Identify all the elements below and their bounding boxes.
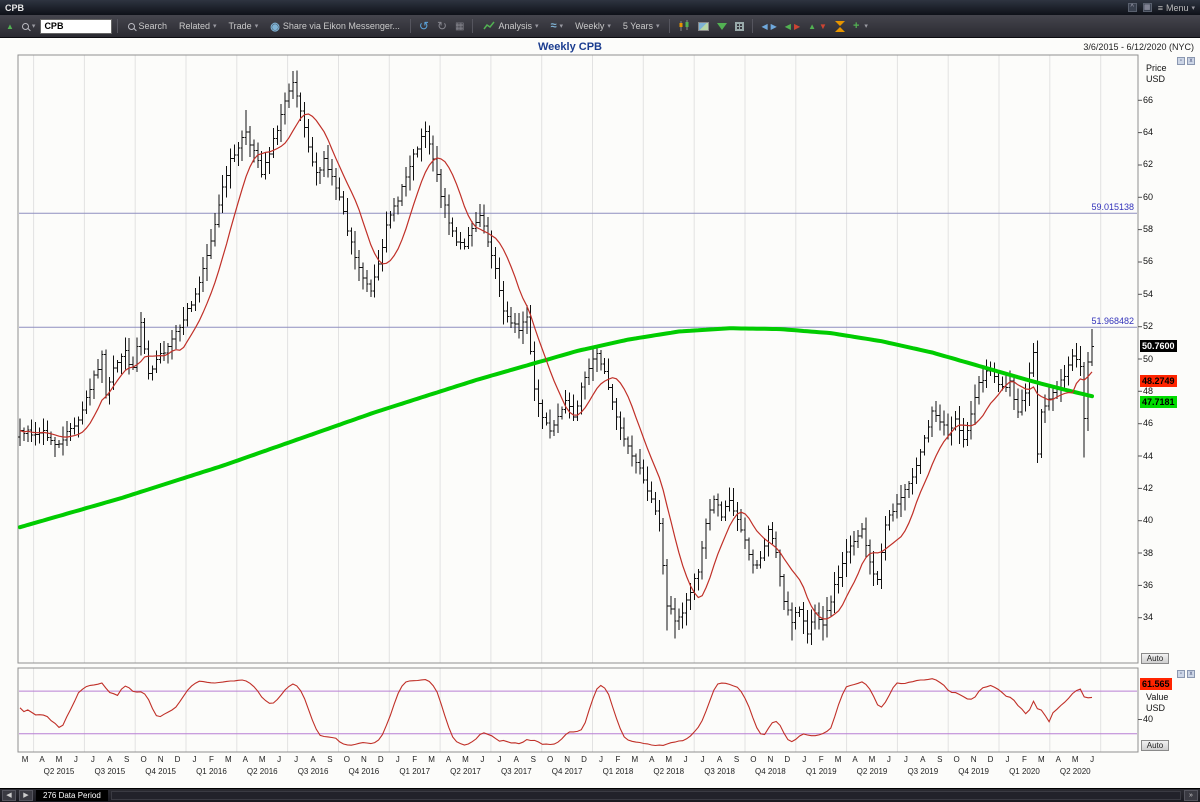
divider xyxy=(117,19,119,33)
price-axis-unit: USD xyxy=(1146,74,1166,84)
indicator-axis-auto-button[interactable]: Auto xyxy=(1141,740,1169,751)
search-scope-button[interactable]: ▾ xyxy=(19,17,39,35)
search-icon xyxy=(128,22,136,30)
ma-long-value-flag: 47.7181 xyxy=(1140,395,1177,408)
window-title: CPB xyxy=(5,2,25,13)
last-price-flag: 50.7600 xyxy=(1140,340,1177,353)
chevron-down-icon: ▾ xyxy=(534,23,539,30)
pan-left-right-button[interactable]: ◀ ▶ xyxy=(758,17,779,35)
related-button[interactable]: Related ▾ xyxy=(178,21,217,31)
crosshair-icon: + xyxy=(852,20,860,32)
main-toolbar: ▲ ▾ Search Related ▾ Trade ▾ ◉ Share via… xyxy=(0,15,1200,38)
scroll-left-button[interactable]: ◀ xyxy=(2,790,16,801)
green-left-arrow-icon: ◀ xyxy=(784,21,791,31)
updown-button[interactable]: ▲ ▼ xyxy=(805,17,830,35)
wave-icon: ≈ xyxy=(550,20,557,32)
price-axis-label: Price xyxy=(1146,63,1167,73)
price-axis-auto-button[interactable]: Auto xyxy=(1141,653,1169,664)
chevron-down-icon: ▾ xyxy=(31,23,36,30)
ma-short-value-flag: 48.2749 xyxy=(1140,374,1177,387)
main-pane-close-icon[interactable]: x xyxy=(1187,57,1195,65)
undo-icon[interactable]: ↺ xyxy=(418,19,429,33)
up-triangle-icon: ▲ xyxy=(808,21,817,31)
nav-up-button[interactable]: ▲ xyxy=(3,17,17,35)
indicator-pane-restore-icon[interactable]: ▫ xyxy=(1177,670,1185,678)
snapshot-button[interactable] xyxy=(695,17,712,35)
chevron-down-icon: ▾ xyxy=(254,23,259,30)
chart-title: Weekly CPB xyxy=(538,41,602,53)
share-messenger-button[interactable]: ◉ Share via Eikon Messenger... xyxy=(270,20,400,33)
chart-type-button[interactable] xyxy=(675,17,693,35)
level-label-upper: 59.015138 xyxy=(1091,202,1134,213)
indicator-axis-label: Value xyxy=(1146,692,1169,702)
data-grid-button[interactable] xyxy=(732,17,747,35)
divider xyxy=(472,19,474,33)
red-right-arrow-icon: ▶ xyxy=(793,21,801,31)
down-triangle-icon: ▼ xyxy=(819,21,827,31)
indicator-axis-unit: USD xyxy=(1146,703,1166,713)
image-icon xyxy=(698,21,710,31)
indicator-tick-label: 40 xyxy=(1143,714,1154,725)
line-chart-icon xyxy=(483,21,496,30)
menu-button[interactable]: ≡ Menu ▾ xyxy=(1158,3,1195,13)
left-arrow-icon: ◀ xyxy=(761,21,768,31)
chart-canvas[interactable] xyxy=(0,38,1200,788)
messenger-icon: ◉ xyxy=(270,20,280,33)
divider xyxy=(669,19,671,33)
search-button[interactable]: Search xyxy=(123,17,172,35)
time-shift-button[interactable] xyxy=(832,17,848,35)
search-icon xyxy=(21,22,29,30)
indicator-menu-button[interactable]: ≈ ▾ xyxy=(546,17,569,35)
interval-button[interactable]: Weekly ▾ xyxy=(575,21,611,31)
level-label-lower: 51.968482 xyxy=(1091,316,1134,327)
chevron-down-icon: ▾ xyxy=(607,23,611,30)
hourglass-icon xyxy=(834,20,845,32)
chart-date-range: 3/6/2015 - 6/12/2020 (NYC) xyxy=(1083,42,1194,52)
trade-button[interactable]: Trade ▾ xyxy=(228,21,259,31)
analysis-button[interactable]: Analysis ▾ xyxy=(478,17,543,35)
toolbar-overflow-caret[interactable]: ▾ xyxy=(864,23,868,30)
title-bar: CPB ^ ▦ ≡ Menu ▾ xyxy=(0,0,1200,15)
apps-icon[interactable]: ▦ xyxy=(1142,3,1152,12)
right-arrow-icon: ▶ xyxy=(770,21,777,31)
up-arrow-icon: ▲ xyxy=(6,21,14,31)
data-period-badge: 276 Data Period xyxy=(36,790,108,801)
redo-icon[interactable]: ↻ xyxy=(436,19,448,33)
funnel-icon xyxy=(717,22,728,30)
candlestick-icon xyxy=(679,20,689,31)
grid-icon xyxy=(735,21,745,31)
pin-icon[interactable]: ^ xyxy=(1127,3,1137,12)
divider xyxy=(409,19,411,33)
indicator-pane-close-icon[interactable]: x xyxy=(1187,670,1195,678)
scroll-right-button[interactable]: ▶ xyxy=(19,790,33,801)
drawing-tools-button[interactable] xyxy=(714,17,730,35)
range-button[interactable]: 5 Years ▾ xyxy=(622,21,660,31)
chevron-down-icon: ▾ xyxy=(1191,4,1195,12)
menu-icon: ≡ xyxy=(1157,2,1163,13)
scroll-track[interactable] xyxy=(110,791,1181,800)
compare-arrows-button[interactable]: ◀ ▶ xyxy=(782,17,803,35)
titlebar-controls: ^ ▦ ≡ Menu ▾ xyxy=(1127,3,1195,13)
chevron-down-icon: ▾ xyxy=(213,23,217,30)
chevron-down-icon: ▾ xyxy=(655,23,660,30)
indicator-value-flag: 61.565 xyxy=(1140,678,1172,690)
main-pane-restore-icon[interactable]: ▫ xyxy=(1177,57,1185,65)
crosshair-button[interactable]: + xyxy=(850,17,862,35)
menu-label: Menu xyxy=(1165,2,1189,13)
chevron-down-icon: ▾ xyxy=(559,23,564,30)
fast-forward-button[interactable]: » xyxy=(1184,790,1198,801)
status-bar: ◀ ▶ 276 Data Period » xyxy=(0,788,1200,802)
divider xyxy=(752,19,754,33)
symbol-input[interactable] xyxy=(40,18,113,34)
layout-icon[interactable]: ▦ xyxy=(455,20,465,32)
